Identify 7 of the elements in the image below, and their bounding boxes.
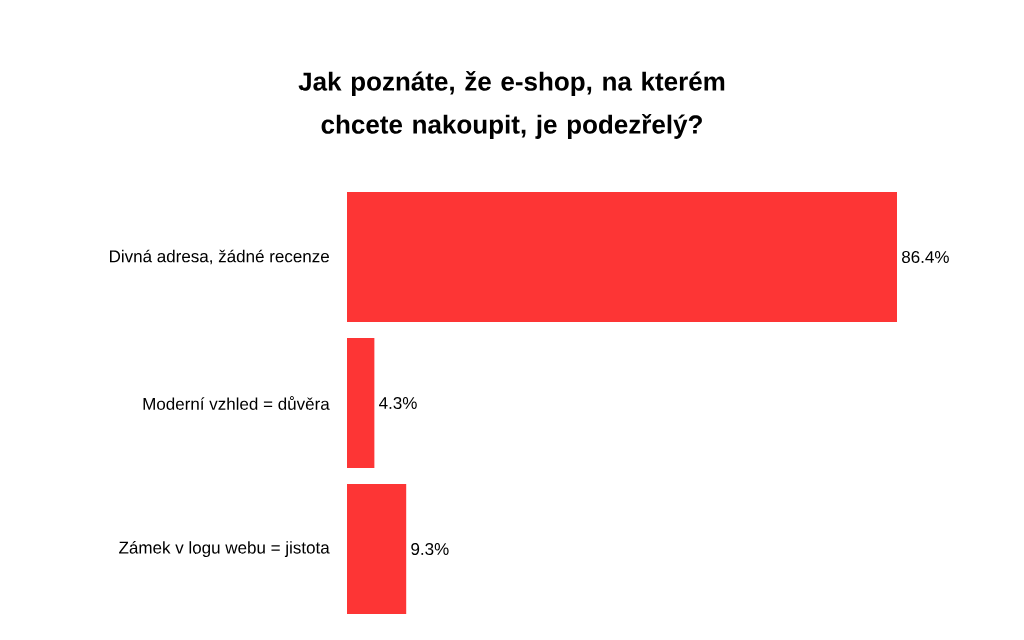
data-label: 86.4% — [902, 250, 949, 264]
y-tick-label: Divná adresa, žádné recenze — [110, 249, 329, 265]
y-tick-label: Moderní vzhled = důvěra — [143, 396, 330, 410]
data-label: 4.3% — [379, 396, 417, 410]
y-tick-label: Zámek v logu webu = jistota — [119, 540, 330, 558]
chart-title: Jak poznáte, že e-shop, na kterém chcete nakoupit, je podezřelý? — [298, 71, 725, 139]
data-label: 9.3% — [411, 542, 449, 556]
